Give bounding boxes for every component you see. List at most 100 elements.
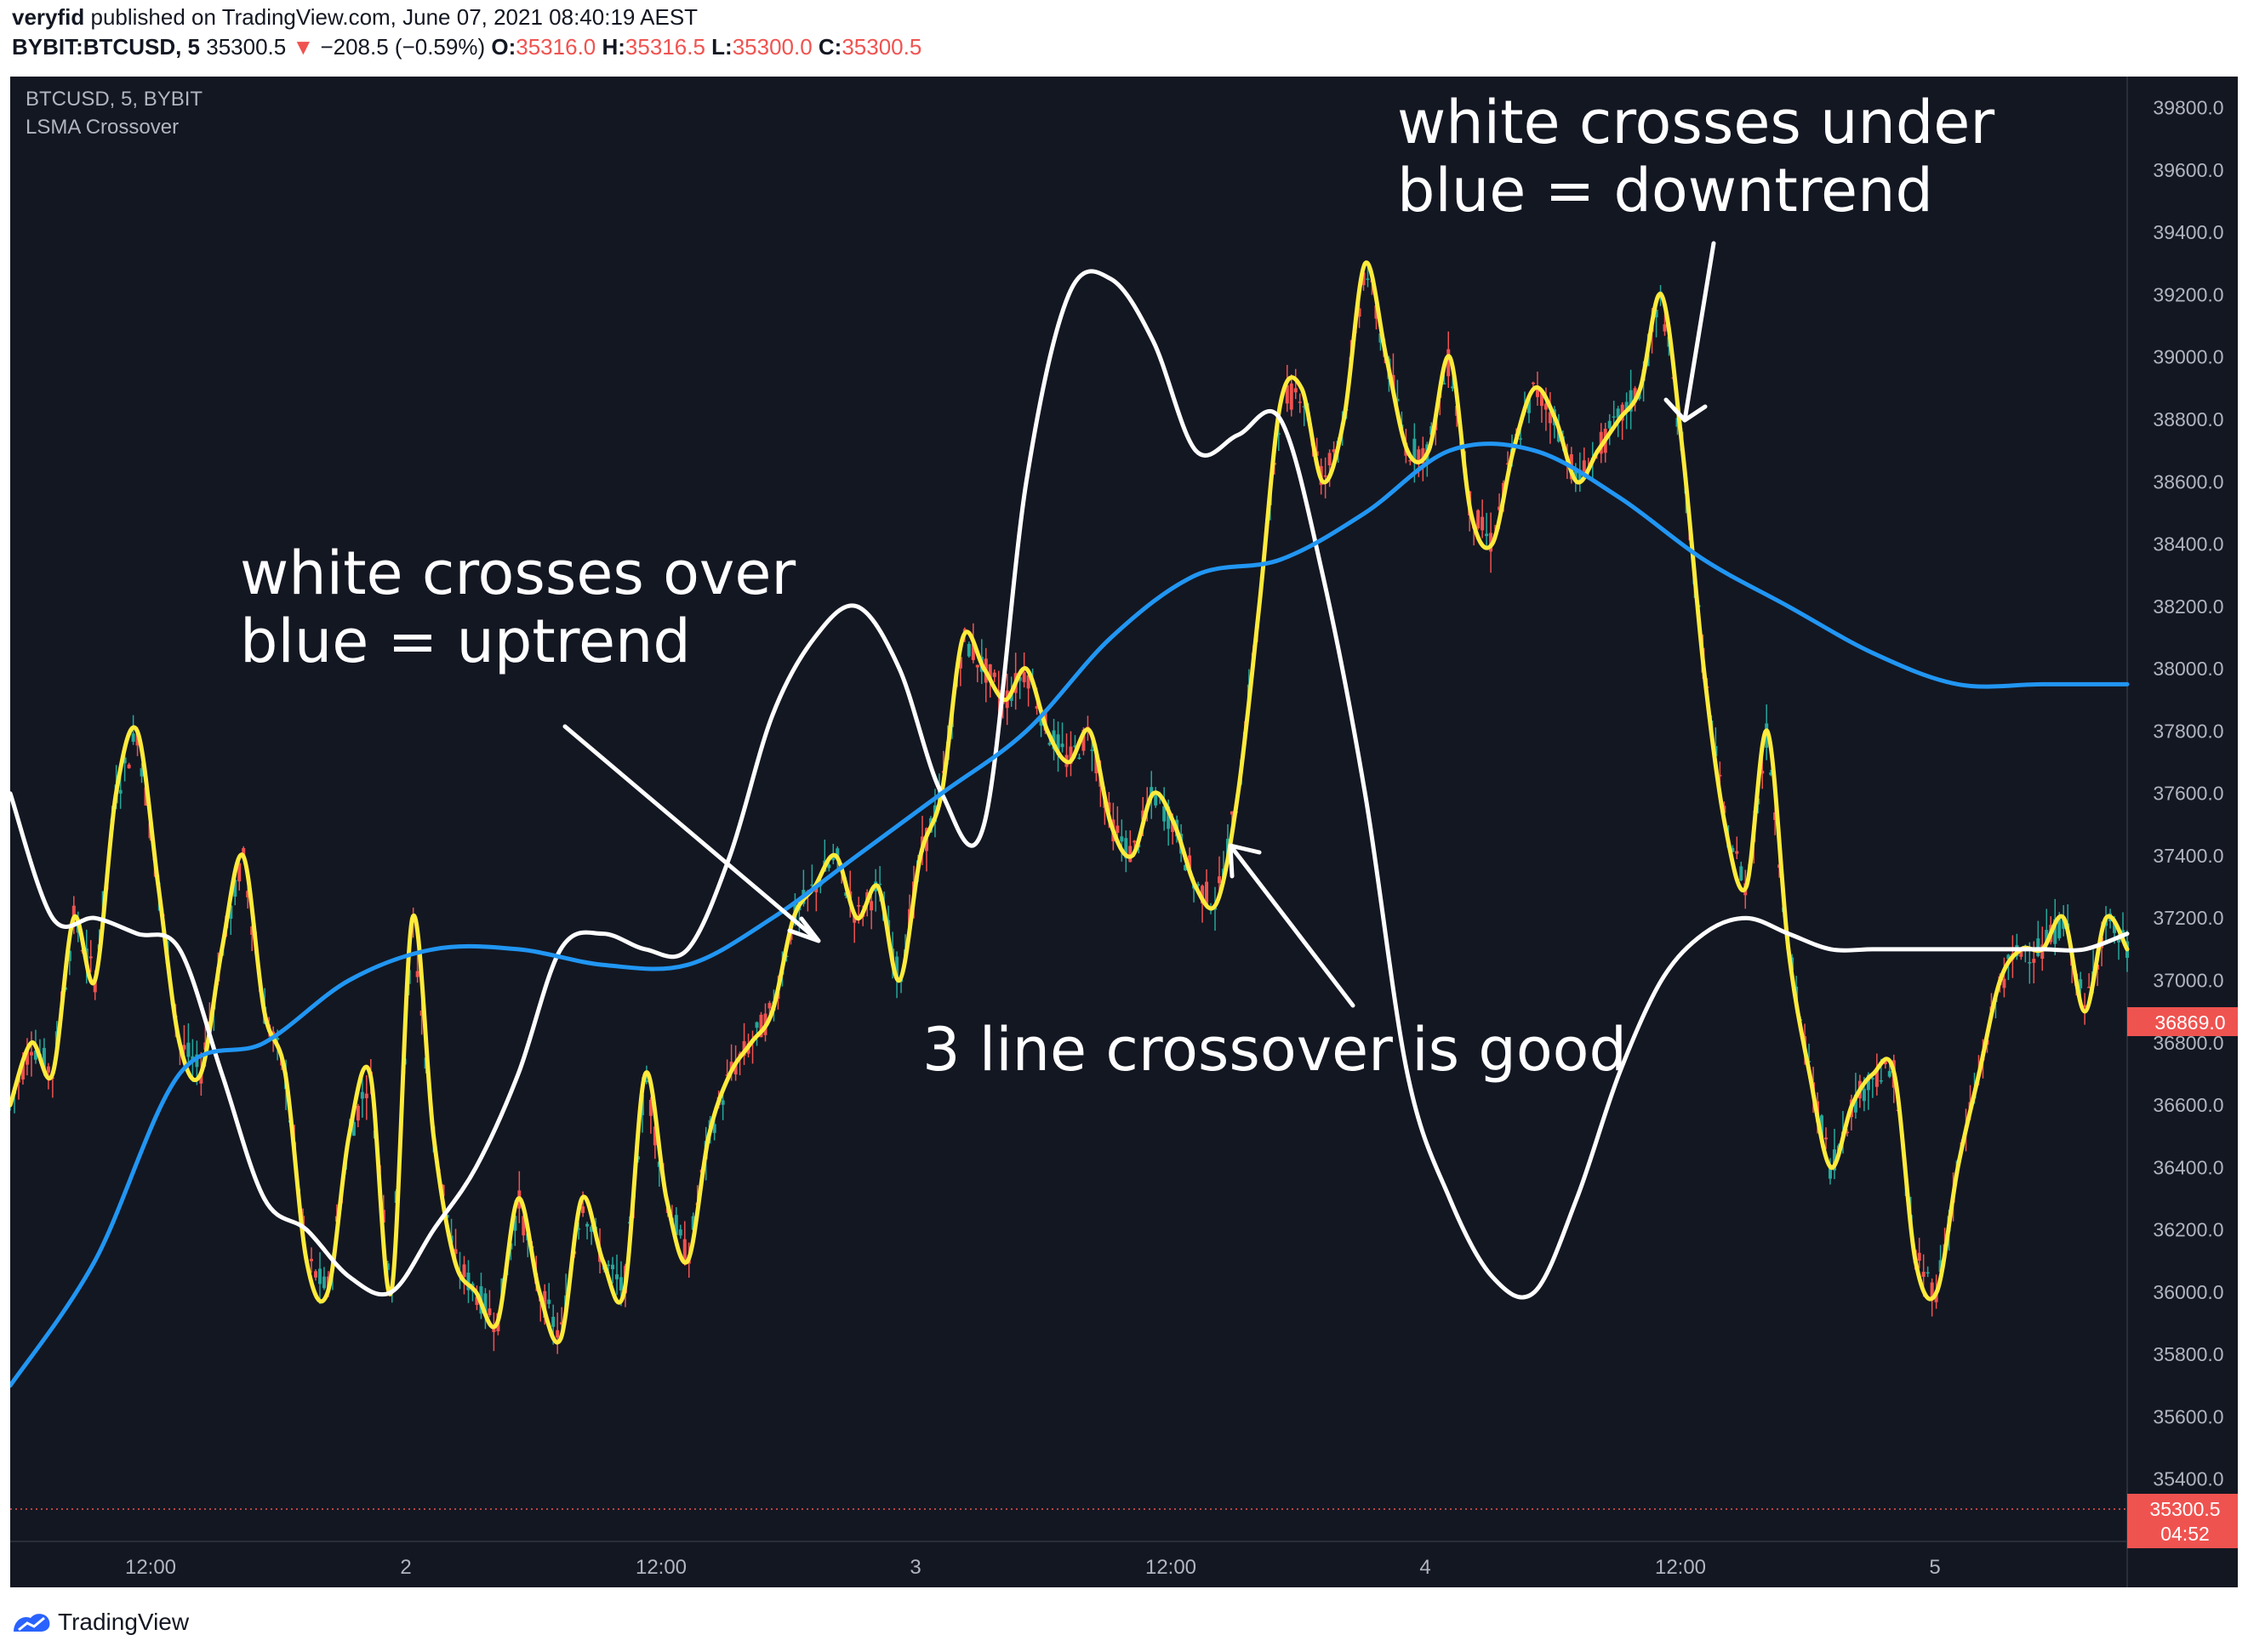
candle-body bbox=[229, 905, 233, 920]
candle-body bbox=[678, 1229, 682, 1236]
candle-body bbox=[2079, 979, 2083, 988]
candle-body bbox=[454, 1249, 458, 1254]
legend-indicator[interactable]: LSMA Crossover bbox=[26, 116, 179, 139]
candle-body bbox=[2087, 986, 2091, 988]
candle-body bbox=[20, 1062, 25, 1079]
price-axis[interactable]: 35400.0 35600.0 35800.0 36000.0 36200.0 36400… bbox=[2126, 77, 2224, 1587]
candle-body bbox=[1205, 881, 1209, 905]
candle-body bbox=[1874, 1068, 1879, 1087]
candle-body bbox=[590, 1226, 594, 1232]
candle-body bbox=[1276, 433, 1281, 435]
candle-body bbox=[199, 1073, 203, 1084]
price-tick-label: 36000.0 bbox=[2153, 1281, 2223, 1303]
candle-body bbox=[310, 1258, 314, 1262]
candle-body bbox=[1124, 838, 1128, 858]
candle-body bbox=[556, 1330, 560, 1338]
candle-body bbox=[2057, 916, 2062, 938]
candle-body bbox=[135, 732, 140, 746]
low-value: 35300.0 bbox=[732, 34, 813, 60]
brand-name: TradingView bbox=[58, 1609, 190, 1635]
candle-body bbox=[46, 1066, 50, 1073]
candle-body bbox=[2006, 954, 2011, 960]
candle-body bbox=[1128, 846, 1133, 863]
annotation-line: blue = uptrend bbox=[240, 607, 691, 676]
last-price-tag: 35300.5 04:52 bbox=[2127, 1494, 2238, 1548]
low-label: L: bbox=[711, 34, 733, 60]
candle-body bbox=[1879, 1079, 1883, 1082]
candle-body bbox=[1853, 1094, 1857, 1113]
candle-body bbox=[2083, 1005, 2087, 1008]
candle-body bbox=[42, 1047, 46, 1071]
price-tick-label: 37600.0 bbox=[2153, 783, 2223, 805]
candle-body bbox=[182, 1045, 186, 1050]
candle-body bbox=[1616, 408, 1620, 419]
candle-body bbox=[2002, 978, 2006, 988]
candle-body bbox=[755, 1022, 759, 1028]
candle-body bbox=[1739, 866, 1743, 880]
price-tick-label: 39600.0 bbox=[2153, 159, 2223, 181]
candle-body bbox=[831, 855, 836, 861]
lines-layer bbox=[10, 260, 2130, 1388]
candle-body bbox=[1218, 876, 1222, 884]
time-tick-label: 4 bbox=[1419, 1556, 1430, 1579]
candle-body bbox=[2117, 938, 2121, 943]
candle-body bbox=[1773, 812, 1777, 820]
candle-body bbox=[682, 1239, 687, 1265]
candle-body bbox=[1408, 459, 1412, 462]
candle-body bbox=[1769, 772, 1773, 775]
candle-body bbox=[607, 1264, 611, 1267]
candle-body bbox=[1548, 412, 1552, 424]
price-tick-label: 38600.0 bbox=[2153, 470, 2223, 493]
price-tick-label: 36200.0 bbox=[2153, 1219, 2223, 1241]
candle-body bbox=[488, 1308, 492, 1315]
candle-body bbox=[1519, 438, 1523, 440]
legend-symbol[interactable]: BTCUSD, 5, BYBIT bbox=[26, 88, 203, 111]
chart-area[interactable]: 35400.0 35600.0 35800.0 36000.0 36200.0 36400… bbox=[10, 77, 2238, 1587]
annotation-arrows bbox=[562, 241, 1716, 1008]
price-tick-label: 37400.0 bbox=[2153, 845, 2223, 867]
price-tick-label: 39400.0 bbox=[2153, 221, 2223, 243]
candle-body bbox=[1883, 1061, 1887, 1065]
price-tick-label: 38800.0 bbox=[2153, 408, 2223, 430]
time-tick-label: 12:00 bbox=[636, 1556, 687, 1579]
candle-body bbox=[186, 1042, 191, 1057]
candle-body bbox=[1133, 840, 1137, 843]
candle-body bbox=[462, 1264, 466, 1278]
candle-body bbox=[547, 1299, 551, 1304]
price-chart[interactable]: 35400.0 35600.0 35800.0 36000.0 36200.0 36400… bbox=[10, 77, 2238, 1587]
candle-body bbox=[1531, 382, 1535, 385]
candle-body bbox=[1289, 383, 1293, 410]
candle-body bbox=[1930, 1282, 1934, 1300]
annotation-line: white crosses under bbox=[1397, 88, 1994, 157]
candle-body bbox=[1832, 1149, 1836, 1171]
candle-body bbox=[1120, 836, 1124, 842]
price-tick-label: 35600.0 bbox=[2153, 1405, 2223, 1427]
time-axis[interactable]: 12:00 2 12:00 3 12:00 4 12:00 5 bbox=[10, 1541, 2238, 1579]
price-tick-label: 37800.0 bbox=[2153, 720, 2223, 742]
tradingview-logo-icon[interactable] bbox=[12, 1609, 51, 1635]
annotation-line: 3 line crossover is good bbox=[922, 1015, 1627, 1085]
candle-body bbox=[1201, 886, 1205, 904]
candle-body bbox=[611, 1264, 615, 1269]
time-tick-label: 12:00 bbox=[1655, 1556, 1706, 1579]
candle-body bbox=[385, 1263, 390, 1270]
candle-body bbox=[513, 1216, 517, 1231]
price-tick-label: 36400.0 bbox=[2153, 1156, 2223, 1178]
open-label: O: bbox=[491, 34, 516, 60]
candle-body bbox=[1298, 402, 1302, 403]
candle-body bbox=[313, 1271, 317, 1278]
candle-body bbox=[648, 1099, 653, 1116]
candle-body bbox=[560, 1322, 564, 1325]
candle-body bbox=[233, 880, 237, 897]
candle-body bbox=[1921, 1272, 1926, 1277]
candle-body bbox=[1323, 475, 1327, 477]
candle-body bbox=[2028, 961, 2032, 964]
footer: TradingView bbox=[12, 1601, 189, 1643]
countdown-label: 04:52 bbox=[2160, 1523, 2210, 1545]
price-tick-label: 35800.0 bbox=[2153, 1343, 2223, 1365]
publisher-name[interactable]: veryfid bbox=[12, 4, 85, 30]
candle-body bbox=[1539, 390, 1543, 407]
last-price-label: 35300.5 bbox=[2149, 1498, 2220, 1520]
candle-body bbox=[118, 789, 123, 794]
price-tick-label: 38200.0 bbox=[2153, 595, 2223, 618]
